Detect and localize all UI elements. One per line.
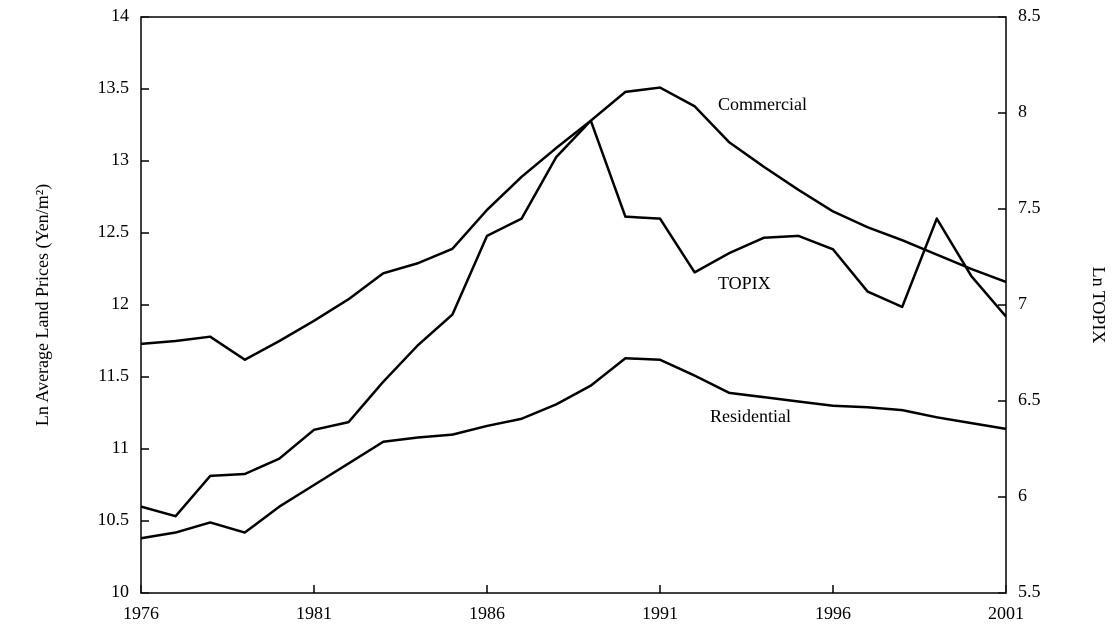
- y2-tick-label: 7.5: [1018, 197, 1041, 217]
- y-tick-label: 12.5: [98, 221, 130, 241]
- y-tick-label: 10: [111, 581, 129, 601]
- y2-tick-label: 5.5: [1018, 581, 1041, 601]
- x-tick-label: 1981: [296, 603, 332, 623]
- series-line: [140, 119, 1007, 518]
- series-label: Residential: [710, 406, 791, 426]
- series-line: [140, 357, 1007, 540]
- y2-tick-label: 8.5: [1018, 5, 1041, 25]
- y2-axis-label: Ln TOPIX: [1089, 267, 1109, 344]
- y-tick-label: 14: [111, 5, 129, 25]
- y-tick-label: 11.5: [98, 365, 129, 385]
- y2-tick-label: 8: [1018, 101, 1027, 121]
- y2-tick-label: 6.5: [1018, 389, 1041, 409]
- series-label: TOPIX: [718, 273, 771, 293]
- y2-tick-label: 6: [1018, 485, 1027, 505]
- y-tick-label: 13.5: [98, 77, 130, 97]
- y2-tick-label: 7: [1018, 293, 1027, 313]
- y-tick-label: 11: [112, 437, 129, 457]
- y-tick-label: 13: [111, 149, 129, 169]
- series-line: [140, 86, 1007, 361]
- x-tick-label: 2001: [988, 603, 1024, 623]
- x-tick-label: 1991: [642, 603, 678, 623]
- y-tick-label: 10.5: [98, 509, 130, 529]
- y-axis-label: Ln Average Land Prices (Yen/m²): [32, 184, 53, 426]
- x-tick-label: 1996: [815, 603, 851, 623]
- y-tick-label: 12: [111, 293, 129, 313]
- plot-frame: [140, 16, 1007, 594]
- x-tick-label: 1976: [123, 603, 159, 623]
- series-label: Commercial: [718, 94, 807, 114]
- x-tick-label: 1986: [469, 603, 505, 623]
